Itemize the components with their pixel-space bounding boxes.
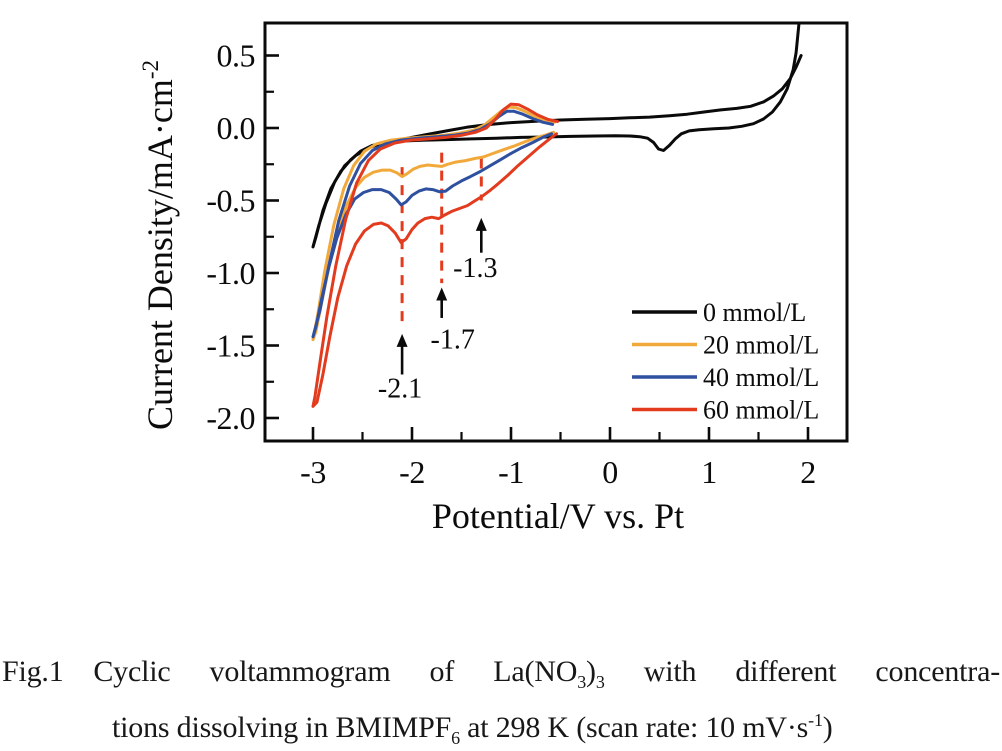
cv-chart: -3 -2 -1 0 1 2 0.5 0.0 -0.5 -1.0 -1.5 -2.0 Potential… [138,21,849,536]
y-tick-label-2: -0.5 [206,183,255,219]
annotations: -2.1 -1.7 -1.3 [378,152,497,405]
x-tick-label-4: 1 [701,454,717,490]
figure-caption-line1: Fig.1 Cyclic voltammogram of La(NO3)3 wi… [2,655,1000,692]
y-tick-label-4: -1.5 [206,328,255,364]
series-curve-20-mmol-l [311,105,557,342]
legend-label-0: 0 mmol/L [703,298,806,327]
y-tick-label-5: -2.0 [206,400,255,436]
series-curve-0-mmol-l [311,23,803,249]
y-tick-label-0: 0.5 [217,38,256,74]
x-axis-label: Potential/V vs. Pt [432,496,684,536]
annotation-label: -2.1 [378,374,422,405]
caption-text: Cyclic voltammogram of La(NO [93,655,578,688]
caption-text: ) [822,711,833,744]
caption-text: at 298 K (scan rate: 10 mV·s [459,711,809,744]
plot-border [263,21,849,443]
y-axis: 0.5 0.0 -0.5 -1.0 -1.5 -2.0 [206,38,279,436]
caption-text: ) [586,655,596,688]
x-tick-label-1: -2 [399,454,425,490]
y-axis-label: Current Density/mA·cm-2 [138,60,180,430]
x-tick-label-5: 2 [800,454,816,490]
annotation-arrowhead [396,333,408,347]
legend-label-3: 60 mmol/L [703,396,819,425]
annotation-label: -1.3 [453,253,497,284]
y-tick-label-3: -1.0 [206,255,255,291]
legend-label-2: 40 mmol/L [703,363,819,392]
series-curve-60-mmol-l [311,102,559,408]
subscript: 3 [577,672,587,692]
subscript: 3 [595,672,605,692]
annotation-arrowhead [475,217,487,231]
x-tick-label-3: 0 [602,454,618,490]
subscript: 6 [451,728,460,748]
legend: 0 mmol/L 20 mmol/L 40 mmol/L 60 mmol/L [632,298,819,425]
annotation-label: -1.7 [431,324,475,355]
figure-caption-line2: tions dissolving in BMIMPF6 at 298 K (sc… [112,710,833,748]
annotation-arrowhead [436,287,448,301]
x-axis: -3 -2 -1 0 1 2 [300,427,816,490]
curves [311,23,803,408]
x-tick-label-0: -3 [300,454,326,490]
caption-text [64,655,94,688]
y-tick-label-1: 0.0 [217,110,256,146]
caption-text: Fig.1 [2,655,64,688]
x-tick-label-2: -1 [498,454,524,490]
caption-text: with different concentra- [604,655,1000,688]
legend-label-1: 20 mmol/L [703,331,819,360]
caption-text: tions dissolving in BMIMPF [112,711,452,744]
superscript: -1 [808,710,823,730]
